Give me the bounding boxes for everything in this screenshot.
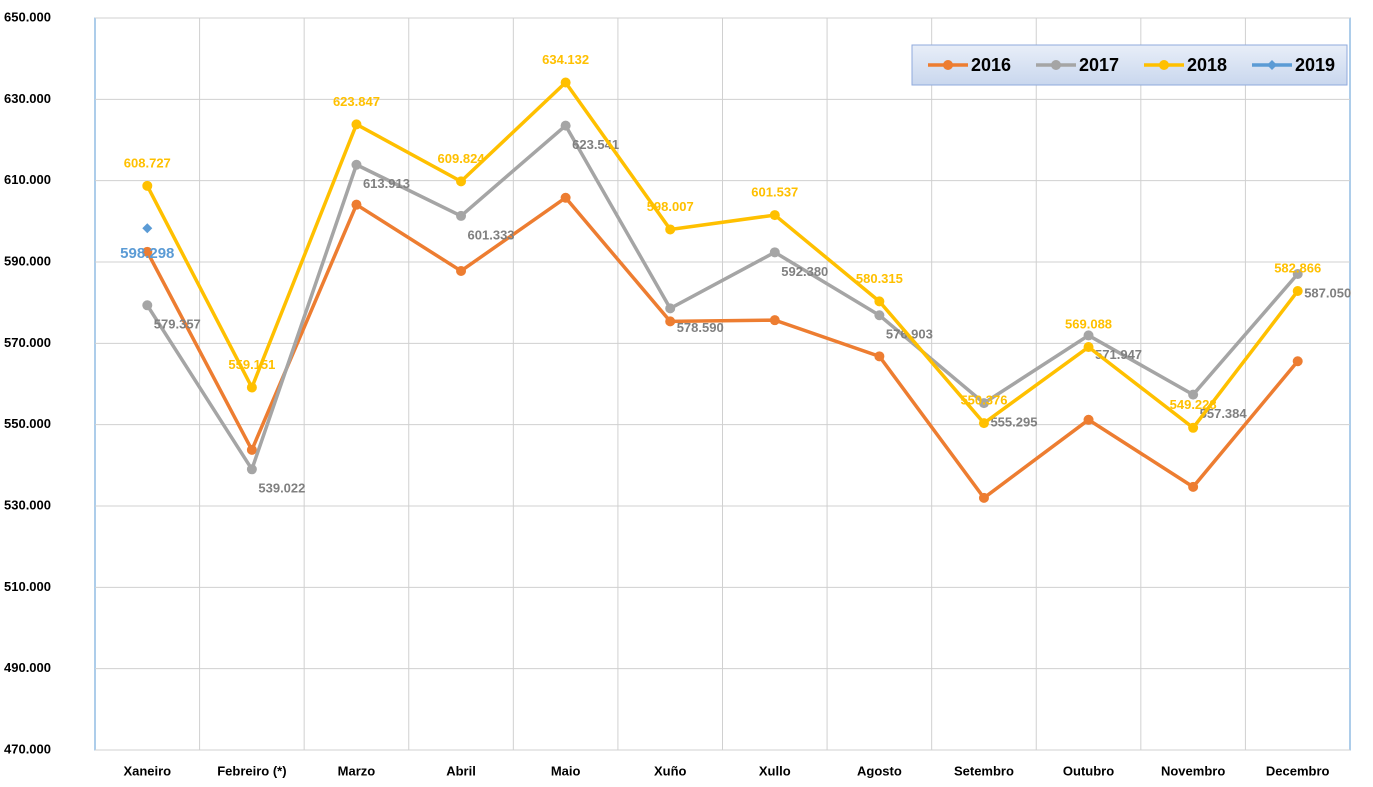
marker (978, 418, 989, 429)
marker (351, 119, 362, 130)
marker (978, 398, 989, 409)
data-label: 559.151 (228, 357, 275, 372)
legend-label: 2016 (971, 55, 1011, 75)
marker (246, 382, 257, 393)
data-label: 608.727 (124, 155, 171, 170)
data-label: 580.315 (856, 271, 903, 286)
data-label: 613.913 (363, 176, 410, 191)
marker (665, 316, 676, 327)
data-label: 557.384 (1200, 406, 1248, 421)
marker (874, 310, 885, 321)
marker (769, 315, 780, 326)
marker (1292, 356, 1303, 367)
x-tick-label: Xaneiro (123, 763, 171, 778)
marker (142, 180, 153, 191)
marker (769, 210, 780, 221)
legend-marker (943, 60, 953, 70)
data-label: 555.295 (990, 415, 1037, 430)
marker (1083, 342, 1094, 353)
data-label: 571.947 (1095, 347, 1142, 362)
legend-marker (1051, 60, 1061, 70)
x-tick-label: Xuño (654, 763, 687, 778)
data-label: 601.537 (751, 185, 798, 200)
marker (1188, 481, 1199, 492)
data-label: 609.824 (438, 151, 486, 166)
data-label: 592.380 (781, 264, 828, 279)
data-label: 623.847 (333, 94, 380, 109)
marker (1292, 286, 1303, 297)
marker (1083, 414, 1094, 425)
legend-label: 2018 (1187, 55, 1227, 75)
marker (665, 303, 676, 314)
marker (1188, 422, 1199, 433)
x-tick-label: Marzo (338, 763, 376, 778)
x-tick-label: Xullo (759, 763, 791, 778)
marker (351, 199, 362, 210)
marker (1083, 330, 1094, 341)
marker (246, 444, 257, 455)
data-label: 582.866 (1274, 260, 1321, 275)
y-tick-label: 590.000 (4, 253, 51, 268)
legend-label: 2017 (1079, 55, 1119, 75)
data-label: 634.132 (542, 52, 589, 67)
y-tick-label: 630.000 (4, 91, 51, 106)
x-tick-label: Decembro (1266, 763, 1330, 778)
y-tick-label: 570.000 (4, 335, 51, 350)
marker (978, 492, 989, 503)
legend-marker (1267, 60, 1277, 70)
marker (351, 159, 362, 170)
y-tick-label: 470.000 (4, 741, 51, 756)
data-label: 578.590 (677, 320, 724, 335)
series-line (145, 195, 1300, 501)
marker (560, 192, 571, 203)
legend-marker (1159, 60, 1169, 70)
marker (874, 351, 885, 362)
data-label: 587.050 (1304, 285, 1351, 300)
series-line (145, 79, 1300, 431)
x-tick-label: Agosto (857, 763, 902, 778)
data-label: 601.333 (468, 227, 515, 242)
y-tick-label: 550.000 (4, 416, 51, 431)
y-tick-label: 530.000 (4, 497, 51, 512)
data-label: 539.022 (258, 481, 305, 496)
marker (1292, 268, 1303, 279)
marker (142, 223, 153, 234)
marker (142, 246, 153, 257)
data-label: 569.088 (1065, 316, 1112, 331)
marker (769, 247, 780, 258)
x-tick-label: Febreiro (*) (217, 763, 286, 778)
x-tick-label: Abril (446, 763, 476, 778)
marker (874, 296, 885, 307)
y-tick-label: 490.000 (4, 660, 51, 675)
x-tick-label: Setembro (954, 763, 1014, 778)
y-tick-label: 610.000 (4, 172, 51, 187)
marker (456, 176, 467, 187)
marker (665, 224, 676, 235)
data-label: 579.357 (154, 317, 201, 332)
y-tick-label: 650.000 (4, 9, 51, 24)
series-line (145, 122, 1300, 474)
x-tick-label: Maio (551, 763, 581, 778)
y-tick-label: 510.000 (4, 579, 51, 594)
data-label: 598.007 (647, 199, 694, 214)
marker (560, 77, 571, 88)
marker (456, 210, 467, 221)
marker (456, 265, 467, 276)
marker (246, 464, 257, 475)
x-tick-label: Novembro (1161, 763, 1225, 778)
marker (142, 300, 153, 311)
legend-label: 2019 (1295, 55, 1335, 75)
data-label: 598.298 (120, 245, 174, 262)
data-label: 549.228 (1170, 397, 1217, 412)
data-label: 550.376 (960, 393, 1007, 408)
x-tick-label: Outubro (1063, 763, 1114, 778)
marker (1188, 389, 1199, 400)
marker (560, 120, 571, 131)
